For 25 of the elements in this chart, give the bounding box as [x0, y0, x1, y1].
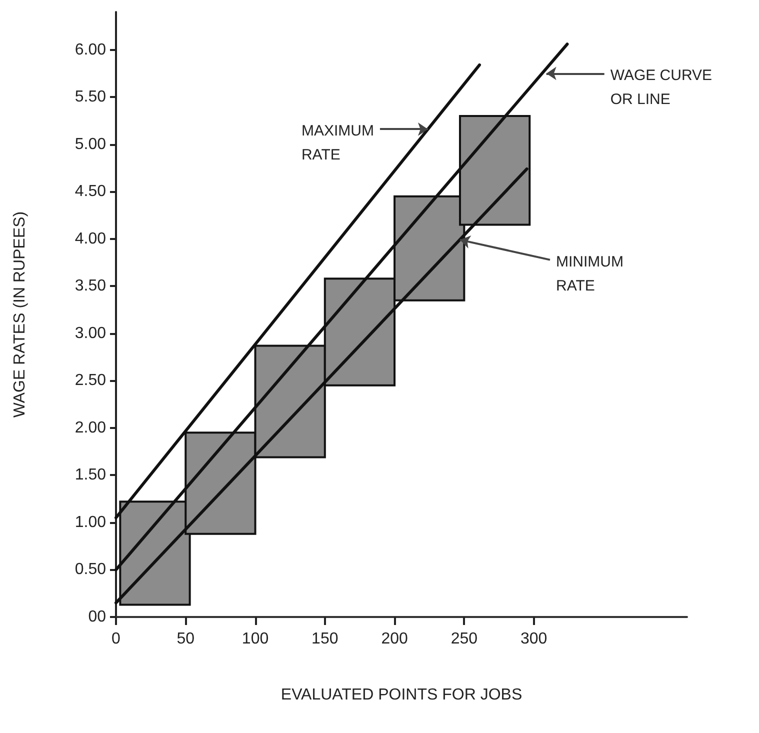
y-tick-label: 2.00 [74, 419, 106, 436]
x-tick-label: 50 [176, 630, 195, 648]
y-tick-label: 2.50 [74, 372, 106, 390]
y-tick-label: 5.50 [74, 88, 106, 106]
y-tick-label: 4.50 [74, 183, 106, 200]
x-tick-label: 0 [112, 630, 121, 648]
x-tick-label: 100 [242, 630, 269, 648]
y-tick-label: 1.00 [74, 514, 106, 531]
x-tick-label: 300 [520, 630, 548, 648]
y-axis-title: WAGE RATES (IN RUPEES) [12, 211, 28, 418]
x-axis-title: EVALUATED POINTS FOR JOBS [280, 686, 522, 704]
annotation: WAGE CURVE OR LINE [610, 66, 712, 108]
x-tick-label: 200 [381, 630, 408, 648]
y-tick-label: 4.00 [74, 230, 106, 248]
y-tick-label: 3.50 [74, 278, 106, 295]
y-tick-label: 0.50 [74, 561, 106, 578]
y-tick-label: 00 [88, 608, 106, 626]
y-tick-label: 1.50 [74, 466, 106, 484]
annotation: MAXIMUM RATE [301, 122, 374, 164]
x-tick-label: 250 [450, 630, 478, 648]
y-tick-label: 5.00 [74, 136, 106, 153]
x-tick-label: 150 [312, 630, 338, 648]
y-tick-label: 6.00 [74, 41, 106, 58]
y-tick-label: 3.00 [74, 324, 106, 342]
annotation: MINIMUM RATE [556, 253, 624, 294]
